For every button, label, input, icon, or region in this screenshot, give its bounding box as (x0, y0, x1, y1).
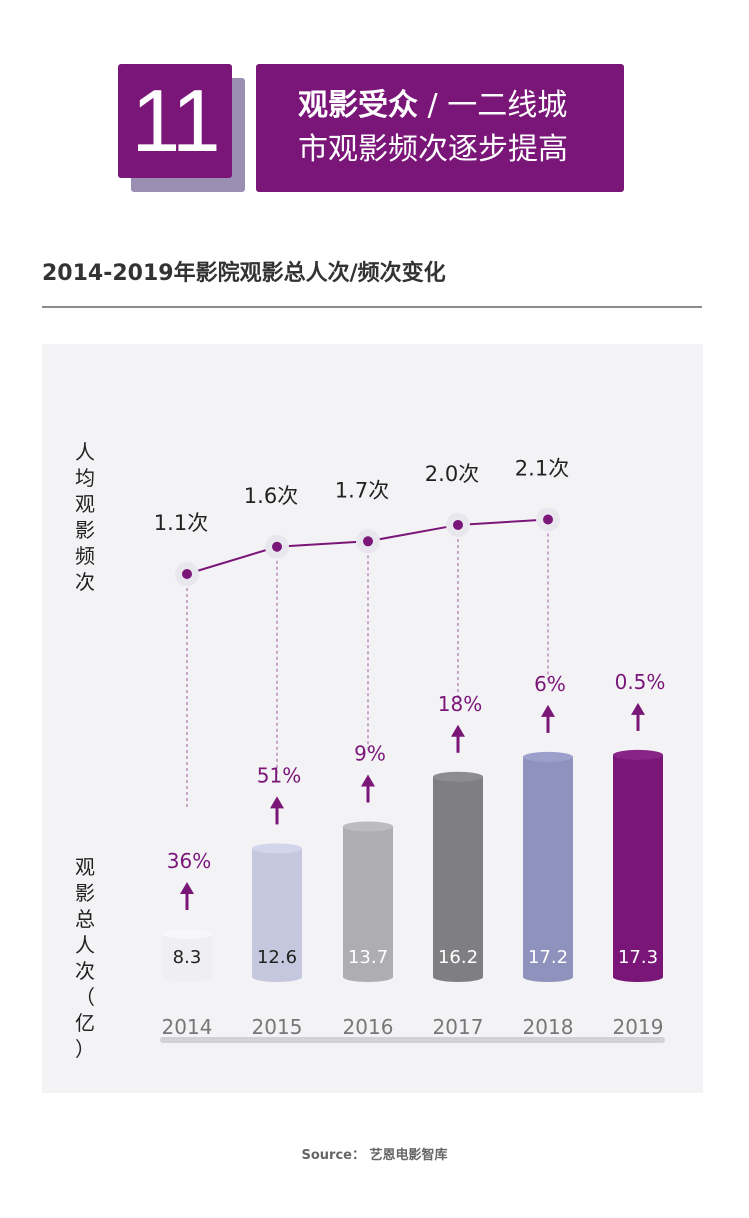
bar-value-2016: 13.7 (348, 947, 388, 968)
bar-top-2017 (433, 771, 483, 782)
headline-line-2: 市观影频次逐步提高 (298, 132, 568, 167)
growth-label-2015: 51% (257, 763, 301, 787)
bar-2015 (252, 848, 302, 982)
line-axis-label-char: 均 (75, 466, 95, 490)
growth-arrow-head-2014 (180, 882, 194, 894)
bar-2014 (162, 934, 212, 982)
frequency-point-2016 (363, 536, 373, 547)
bar-axis-label-char: 影 (75, 881, 95, 905)
bar-2017 (433, 776, 483, 982)
bar-axis-label-char: ） (75, 1037, 95, 1061)
bar-axis-label-char: 亿 (75, 1011, 95, 1035)
bar-value-2014: 8.3 (173, 947, 202, 968)
headline-line-1: 观影受众 / 一二线城 (298, 84, 624, 128)
chart-panel: 人均观影频次观影总人次（亿） 1.1次 1.6次 1.7次 2.0次 2.1次 8.3 36%… (42, 344, 703, 1093)
section-title: 2014-2019年影院观影总人次/频次变化 (42, 261, 446, 286)
headline: 观影受众 / 一二线城 市观影频次逐步提高 (256, 64, 624, 192)
bar-axis-label-char: 次 (75, 959, 95, 983)
frequency-label-2017: 2.0次 (425, 462, 479, 486)
line-axis-label-char: 影 (75, 518, 95, 542)
frequency-label-2018: 2.1次 (515, 457, 569, 481)
frequency-label-2015: 1.6次 (244, 484, 298, 508)
x-tick-2019: 2019 (613, 1015, 664, 1039)
bar-top-2015 (252, 843, 302, 854)
title-divider (42, 306, 702, 308)
bar-top-2016 (343, 821, 393, 832)
growth-label-2014: 36% (167, 849, 211, 873)
growth-arrow-head-2019 (631, 702, 645, 715)
bar-2016 (343, 826, 393, 982)
bar-value-2015: 12.6 (257, 947, 297, 968)
bar-axis-label-char: 人 (75, 933, 95, 957)
growth-label-2017: 18% (438, 692, 482, 716)
line-axis-label-char: 观 (75, 492, 95, 516)
growth-arrow-head-2018 (541, 704, 555, 717)
headline-bold: 观影受众 (298, 88, 418, 123)
growth-arrow-head-2015 (270, 796, 284, 809)
source-note: Source： 艺恩电影智库 (301, 1148, 448, 1163)
frequency-label-2016: 1.7次 (335, 478, 389, 502)
bar-axis-label-char: （ (75, 985, 95, 1009)
headline-rest: / 一二线城 (427, 88, 568, 123)
x-tick-2014: 2014 (162, 1015, 213, 1039)
line-axis-label-char: 人 (75, 440, 95, 464)
growth-arrow-head-2017 (451, 724, 465, 737)
frequency-label-2014: 1.1次 (154, 511, 208, 535)
frequency-point-2018 (543, 514, 553, 525)
growth-label-2019: 0.5% (615, 670, 666, 694)
line-axis-label-char: 次 (75, 570, 95, 594)
growth-arrow-head-2016 (361, 774, 375, 787)
growth-label-2018: 6% (534, 672, 566, 696)
bar-2019 (613, 754, 663, 982)
baseline-shadow (160, 1037, 665, 1043)
bar-top-2019 (613, 749, 663, 760)
x-tick-2018: 2018 (523, 1015, 574, 1039)
bar-2018 (523, 756, 573, 982)
x-tick-2016: 2016 (343, 1015, 394, 1039)
bar-top-2018 (523, 751, 573, 762)
number-badge: 11 (118, 64, 232, 178)
bar-top-2014 (162, 929, 212, 939)
frequency-point-2017 (453, 519, 463, 530)
bar-value-2018: 17.2 (528, 947, 568, 968)
frequency-point-2014 (182, 569, 192, 579)
x-tick-2017: 2017 (433, 1015, 484, 1039)
bar-axis-label-char: 总 (75, 907, 95, 931)
x-tick-2015: 2015 (252, 1015, 303, 1039)
line-axis-label-char: 频 (75, 544, 95, 568)
growth-label-2016: 9% (354, 742, 386, 766)
bar-value-2017: 16.2 (438, 947, 478, 968)
bar-value-2019: 17.3 (618, 947, 658, 968)
frequency-point-2015 (272, 541, 282, 552)
bar-axis-label-char: 观 (75, 855, 95, 879)
